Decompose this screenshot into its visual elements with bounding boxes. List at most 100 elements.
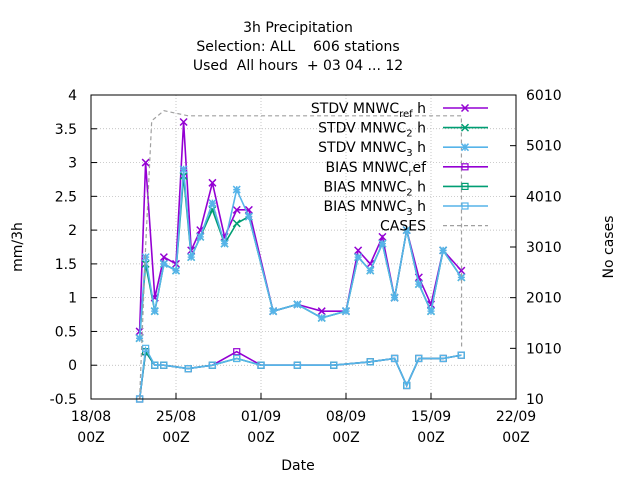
x-tick-label-hour: 00Z	[417, 430, 444, 446]
title-line-3: Used All hours + 03 04 ... 12	[193, 58, 403, 74]
legend-label: STDV MNWC2 h	[318, 121, 426, 140]
data-point	[159, 259, 168, 268]
data-point	[233, 354, 241, 363]
data-point	[232, 185, 241, 194]
x-tick-label-hour: 00Z	[502, 430, 529, 446]
data-point	[160, 361, 168, 369]
x-tick-label-date: 15/09	[411, 409, 451, 425]
data-point	[208, 361, 217, 369]
data-point	[208, 178, 217, 187]
y-tick-label: 0	[68, 358, 77, 374]
y2-tick-label: 6010	[526, 88, 562, 104]
data-point	[244, 212, 253, 221]
x-tick-label-hour: 00Z	[162, 430, 189, 446]
x-tick-label-date: 25/08	[156, 409, 196, 425]
legend-entry: STDV MNWCref h	[311, 101, 488, 120]
title-line-1: 3h Precipitation	[243, 20, 353, 36]
data-point	[142, 344, 150, 352]
data-point	[232, 219, 241, 228]
x-tick-label-date: 22/09	[496, 409, 536, 425]
plot-frame	[90, 94, 517, 400]
x-tick-label-hour: 00Z	[77, 430, 104, 446]
y-tick-label: -0.5	[50, 392, 77, 408]
legend-label: CASES	[380, 219, 426, 235]
data-point	[269, 307, 278, 316]
data-point	[179, 165, 188, 174]
legend-entry: BIAS MNWCref	[326, 160, 488, 179]
data-point	[402, 226, 411, 235]
data-point	[414, 280, 423, 289]
x-axis-ticks: 18/08 00Z 25/08 00Z 01/09 00Z 08/09 00Z 15/09 00Z…	[71, 393, 536, 446]
data-point	[179, 117, 188, 127]
data-point	[330, 361, 338, 369]
data-point	[461, 163, 469, 171]
data-point	[171, 266, 181, 275]
data-point	[403, 381, 411, 390]
data-point	[233, 348, 241, 356]
data-point	[317, 307, 326, 316]
data-point	[390, 354, 399, 363]
y2-tick-label: 3010	[526, 240, 562, 256]
data-point	[415, 354, 423, 363]
data-point	[257, 361, 265, 369]
legend-entry: BIAS MNWC3 h	[323, 199, 488, 218]
x-tick-label-hour: 00Z	[247, 430, 274, 446]
data-point	[378, 232, 387, 241]
data-point	[187, 253, 196, 262]
y2-tick-label: 2010	[526, 291, 562, 307]
data-point	[460, 143, 470, 152]
data-point	[220, 239, 229, 248]
series-layer	[135, 110, 466, 403]
legend-entry: BIAS MNWC2 h	[323, 179, 488, 198]
data-point	[426, 307, 436, 316]
y-tick-label: 1.5	[55, 257, 77, 273]
series-line	[139, 110, 463, 400]
data-point	[461, 202, 469, 210]
x-axis-label: Date	[281, 458, 314, 474]
y-tick-label: 2	[68, 223, 77, 239]
data-point	[196, 232, 205, 241]
y-axis-ticks: -0.5 0 0.5 1 1.5 2 2.5 3 3.5 4	[50, 88, 97, 408]
series-6	[139, 110, 463, 400]
data-point	[184, 365, 192, 373]
data-point	[135, 334, 144, 343]
legend-label: STDV MNWC3 h	[318, 140, 426, 159]
data-point	[439, 354, 447, 363]
y-tick-label: 4	[68, 88, 77, 104]
x-tick-label-hour: 00Z	[332, 430, 359, 446]
y2-tick-label: 10	[526, 392, 544, 408]
legend-label: BIAS MNWCref	[326, 160, 428, 179]
y2-axis-label: No cases	[601, 216, 617, 279]
data-point	[208, 199, 217, 208]
y2-tick-label: 1010	[526, 341, 562, 357]
y-tick-label: 0.5	[55, 324, 77, 340]
data-point	[341, 307, 351, 316]
data-point	[317, 313, 326, 322]
legend-entry: STDV MNWC3 h	[318, 140, 488, 159]
series-5	[135, 344, 465, 403]
data-point	[378, 239, 387, 248]
data-point	[293, 361, 302, 369]
y2-tick-label: 5010	[526, 139, 562, 155]
data-point	[390, 293, 399, 302]
legend-label: STDV MNWCref h	[311, 101, 426, 120]
y-tick-label: 3.5	[55, 122, 77, 138]
data-point	[461, 182, 469, 190]
data-point	[293, 300, 302, 309]
x-tick-label-date: 01/09	[241, 409, 281, 425]
series-2	[135, 165, 466, 343]
y2-tick-label: 4010	[526, 189, 562, 205]
y-tick-label: 3	[68, 156, 77, 172]
data-point	[439, 246, 448, 255]
data-point	[354, 246, 363, 255]
data-point	[457, 351, 465, 359]
y-axis-label: mm/3h	[10, 222, 26, 272]
data-point	[232, 205, 241, 214]
legend-label: BIAS MNWC2 h	[323, 179, 426, 198]
title-line-2: Selection: ALL 606 stations	[196, 39, 399, 55]
data-point	[150, 307, 159, 316]
data-point	[366, 266, 375, 275]
x-tick-label-date: 18/08	[71, 409, 111, 425]
